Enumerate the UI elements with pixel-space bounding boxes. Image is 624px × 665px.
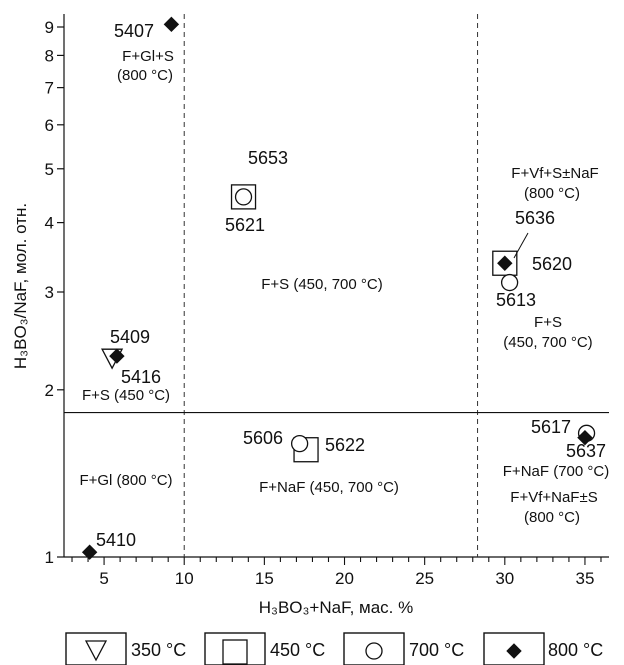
y-ticks: 1 2 3 4 5 6 7 8 9 xyxy=(45,18,64,567)
point-5637 xyxy=(577,429,593,446)
legend-marker-diamond xyxy=(506,643,522,659)
x-tick-label-5: 5 xyxy=(99,569,108,588)
point-label-5653: 5653 xyxy=(248,148,288,168)
point-label-5622: 5622 xyxy=(325,435,365,455)
x-tick-label-35: 35 xyxy=(575,569,594,588)
point-label-5606: 5606 xyxy=(243,428,283,448)
x-axis-title: H₃BO₃+NaF, мас. % xyxy=(259,598,414,617)
annotation-800c-lower-right: (800 °C) xyxy=(524,509,580,526)
x-ticks: 5 10 15 20 25 30 35 xyxy=(71,557,602,588)
point-5613 xyxy=(500,273,519,292)
legend-marker-circle xyxy=(365,642,383,660)
annotation-f-vf-naf-s: F+Vf+NaF±S xyxy=(510,489,597,506)
x-tick-label-20: 20 xyxy=(335,569,354,588)
point-5621 xyxy=(234,188,253,206)
y-tick-label-5: 5 xyxy=(45,160,54,179)
data-points xyxy=(81,16,596,560)
x-tick-label-15: 15 xyxy=(255,569,274,588)
region-annotations: F+Gl+S (800 °C) F+S (450 °C) F+Gl (800 °… xyxy=(79,48,609,526)
guide-lines xyxy=(64,14,609,557)
y-tick-label-2: 2 xyxy=(45,381,54,400)
annotation-f-s: F+S xyxy=(534,314,562,331)
y-tick-label-3: 3 xyxy=(45,283,54,302)
point-5410 xyxy=(81,544,98,560)
annotation-450-700c: (450, 700 °C) xyxy=(503,334,592,351)
point-label-5410: 5410 xyxy=(96,530,136,550)
annotation-f-naf-700: F+NaF (700 °C) xyxy=(503,463,609,480)
point-label-5416: 5416 xyxy=(121,367,161,387)
x-tick-label-10: 10 xyxy=(175,569,194,588)
annotation-800c-top-left: (800 °C) xyxy=(117,67,173,84)
annotation-f-s-450-700: F+S (450, 700 °C) xyxy=(261,276,382,293)
point-label-5620: 5620 xyxy=(532,254,572,274)
leader-line-5636 xyxy=(513,232,529,259)
legend-label-450: 450 °C xyxy=(270,640,325,660)
point-label-5613: 5613 xyxy=(496,290,536,310)
legend-marker-square xyxy=(222,639,248,665)
y-tick-label-7: 7 xyxy=(45,79,54,98)
legend-label-700: 700 °C xyxy=(409,640,464,660)
point-5606 xyxy=(290,434,309,453)
point-label-5407: 5407 xyxy=(114,21,154,41)
annotation-f-s-450: F+S (450 °C) xyxy=(82,387,170,404)
legend-marker-triangle xyxy=(84,640,108,662)
y-axis-title: H₃BO₃/NaF, мол. отн. xyxy=(11,203,30,369)
point-5636 xyxy=(497,255,513,271)
x-tick-label-25: 25 xyxy=(415,569,434,588)
y-tick-label-8: 8 xyxy=(45,46,54,65)
y-tick-label-9: 9 xyxy=(45,18,54,37)
x-tick-label-30: 30 xyxy=(495,569,514,588)
legend-box-450 xyxy=(204,632,266,665)
point-5407 xyxy=(163,16,180,33)
annotation-f-gl-s: F+Gl+S xyxy=(122,48,174,65)
annotation-f-vf-s-naf: F+Vf+S±NaF xyxy=(511,165,598,182)
point-label-5617: 5617 xyxy=(531,417,571,437)
annotation-f-gl-800: F+Gl (800 °C) xyxy=(79,472,172,489)
y-tick-label-1: 1 xyxy=(45,548,54,567)
legend-box-350 xyxy=(65,632,127,665)
y-tick-label-6: 6 xyxy=(45,116,54,135)
point-label-5621: 5621 xyxy=(225,215,265,235)
legend-box-700 xyxy=(343,632,405,665)
annotation-f-naf-450-700: F+NaF (450, 700 °C) xyxy=(259,479,399,496)
legend-label-350: 350 °C xyxy=(131,640,186,660)
annotation-800c-upper-right: (800 °C) xyxy=(524,185,580,202)
legend-box-800 xyxy=(483,632,545,665)
point-label-5637: 5637 xyxy=(566,441,606,461)
legend-label-800: 800 °C xyxy=(548,640,603,660)
point-label-5409: 5409 xyxy=(110,327,150,347)
legend: 350 °C 450 °C 700 °C 800 °C xyxy=(65,632,603,665)
point-labels: 5407 5653 5621 5409 5416 5636 5620 5613 … xyxy=(96,21,606,550)
y-tick-label-4: 4 xyxy=(45,214,54,233)
point-label-5636: 5636 xyxy=(515,208,555,228)
point-5409 xyxy=(109,348,125,364)
